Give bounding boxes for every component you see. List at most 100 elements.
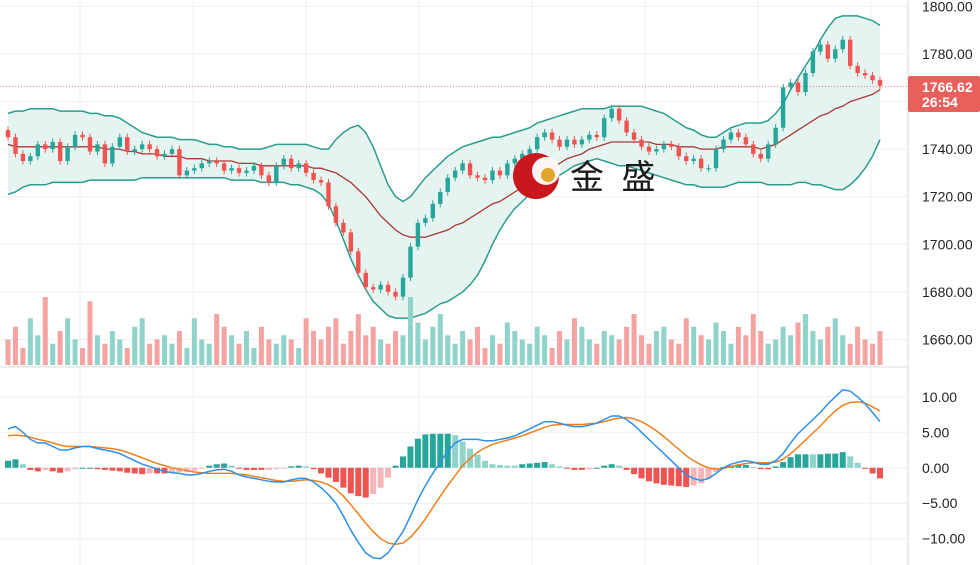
macd-histogram-bar <box>824 453 831 468</box>
candle-body <box>542 132 547 138</box>
candle-body <box>192 168 197 171</box>
volume-bar <box>27 318 33 365</box>
candle-body <box>50 142 55 150</box>
candle-body <box>199 163 204 169</box>
candle-body <box>35 144 41 157</box>
price-tick-label: 1680.00 <box>922 284 973 300</box>
volume-bar <box>527 343 533 365</box>
macd-histogram-bar <box>638 467 645 479</box>
macd-histogram-bar <box>750 467 757 469</box>
volume-bar <box>676 343 682 365</box>
candle-body <box>363 272 368 288</box>
volume-bar <box>504 322 510 365</box>
volume-bar <box>631 314 637 365</box>
volume-bar <box>713 322 719 365</box>
candle-body <box>65 146 70 162</box>
macd-histogram-bar <box>27 467 34 470</box>
candle-body <box>609 108 614 119</box>
volume-bar <box>370 326 376 365</box>
volume-bar <box>273 343 279 365</box>
bollinger-bands <box>7 15 881 319</box>
candle-body <box>303 163 309 173</box>
volume-bar <box>489 335 495 365</box>
macd-histogram-bar <box>496 464 503 468</box>
candle-body <box>773 127 778 145</box>
price-tick-label: 1780.00 <box>922 46 973 62</box>
candle-body <box>169 149 175 154</box>
candle-body <box>289 158 294 169</box>
volume-bar <box>616 339 622 365</box>
macd-histogram-bar <box>631 467 638 475</box>
macd-histogram-bar <box>869 467 876 474</box>
candle-body <box>5 130 11 138</box>
volume-bar <box>802 314 808 365</box>
volume-bar <box>817 339 823 365</box>
candle-body <box>184 170 190 176</box>
macd-histogram-bar <box>608 464 615 468</box>
volume-bar <box>728 343 734 365</box>
macd-histogram-bar <box>511 465 518 468</box>
macd-histogram-bar <box>377 467 384 488</box>
macd-histogram-bar <box>787 457 794 468</box>
candle-body <box>28 156 33 162</box>
macd-histogram-bar <box>42 467 49 470</box>
volume-bar <box>42 297 48 365</box>
volume-bar <box>407 297 413 365</box>
candle-body <box>780 87 786 128</box>
volume-bar <box>765 343 771 365</box>
macd-histogram-bar <box>94 467 101 470</box>
volume-bar <box>422 339 428 365</box>
macd-histogram-bar <box>571 467 578 470</box>
candle-body <box>534 137 540 150</box>
macd-histogram-bar <box>332 467 339 482</box>
candle-body <box>795 82 801 93</box>
macd-histogram-bar <box>616 465 623 468</box>
volume-bar <box>840 335 846 365</box>
candle-body <box>244 170 249 173</box>
volume-bar <box>646 343 652 365</box>
volume-bar <box>720 331 726 365</box>
candle-body <box>833 49 838 59</box>
volume-bar <box>102 343 108 365</box>
volume-bar <box>825 326 831 365</box>
macd-histogram-bar <box>131 467 138 474</box>
macd-histogram-bar <box>325 467 332 478</box>
bollinger-lower-line <box>7 139 881 319</box>
volume-bar <box>20 348 26 365</box>
macd-tick-label: −10.00 <box>922 531 965 547</box>
candle-body <box>117 137 122 147</box>
macd-histogram-bar <box>400 456 407 468</box>
volume-bar <box>691 326 697 365</box>
volume-bar <box>393 331 399 365</box>
volume-bar <box>109 331 115 365</box>
candle-body <box>341 222 346 233</box>
volume-bar <box>333 318 339 365</box>
macd-histogram-bar <box>5 460 11 468</box>
candle-body <box>274 165 279 183</box>
candle-body <box>870 75 875 81</box>
candle-body <box>587 134 592 140</box>
macd-histogram-bar <box>258 467 265 470</box>
macd-histogram-bar <box>295 465 302 468</box>
volume-bar <box>519 339 525 365</box>
volume-bar <box>221 326 227 365</box>
volume-bar <box>788 335 794 365</box>
signal-line <box>7 401 881 546</box>
macd-histogram-bar <box>243 467 250 470</box>
macd-histogram-bar <box>519 464 526 468</box>
volume-bar <box>281 335 287 365</box>
volume-bar <box>12 326 18 365</box>
macd-histogram-bar <box>168 467 175 473</box>
candle-body <box>766 144 771 159</box>
macd-histogram-bar <box>206 465 213 468</box>
macd-histogram-bar <box>623 467 630 470</box>
macd-histogram-bar <box>228 465 235 468</box>
volume-bar <box>355 314 361 365</box>
macd-histogram-bar <box>49 467 56 472</box>
candle-body <box>520 153 525 159</box>
macd-histogram-bar <box>660 467 667 485</box>
macd-histogram-bar <box>765 467 772 470</box>
macd-histogram-bar <box>459 441 466 468</box>
candle-body <box>661 144 667 150</box>
volume-bar <box>132 326 138 365</box>
